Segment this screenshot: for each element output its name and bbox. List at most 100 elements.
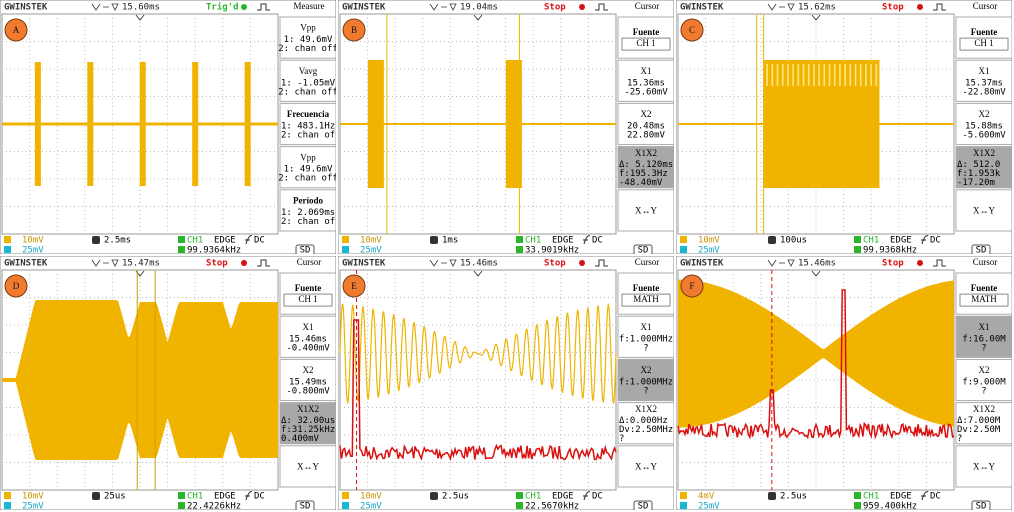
menu-item <box>617 189 674 232</box>
panel-label-bg <box>4 18 28 42</box>
trigger-marker <box>473 270 483 277</box>
menu-title: Cursor <box>635 257 660 267</box>
status-dot <box>241 260 247 266</box>
trigger-marker <box>473 14 483 21</box>
timebase: 2.5ms <box>104 236 131 246</box>
menu-item-title: X↔Y <box>635 205 657 215</box>
menu-item <box>955 102 1012 146</box>
trigger-type: EDGE <box>214 492 236 502</box>
menu-item-value: -25.60mV <box>624 87 668 97</box>
storage: SD <box>300 502 311 512</box>
menu-item-value: ? <box>619 434 624 444</box>
menu-item <box>279 358 336 402</box>
frequency: 33.9019kHz <box>525 246 579 256</box>
freq-badge <box>854 502 861 509</box>
status-dot <box>579 4 585 10</box>
frequency: 22.4226kHz <box>187 502 241 512</box>
menu-item <box>955 146 1012 189</box>
burst-stripe <box>849 64 852 86</box>
ch2-scale: 25mV <box>22 246 44 256</box>
menu-item-value: f:1.953k <box>957 169 1001 179</box>
waveform <box>339 319 617 462</box>
menu-item-value: -22.80mV <box>962 87 1006 97</box>
coupling: DC <box>592 236 603 246</box>
menu-item-title: Fuente <box>295 283 322 293</box>
menu-item-title: X↔Y <box>635 461 657 471</box>
storage: SD <box>638 502 649 512</box>
menu-item-value: 20.48ms <box>627 122 665 132</box>
coupling-icon <box>921 491 929 501</box>
menu-item-value: MATH <box>971 294 997 304</box>
coupling: DC <box>254 492 265 502</box>
menu-item-value: -0.400mV <box>286 343 330 353</box>
menu-item-title: X2 <box>979 109 990 119</box>
trigger-time: 15.46ms <box>460 259 498 269</box>
freq-badge <box>178 502 185 509</box>
menu-item <box>279 445 336 488</box>
menu-item-value: f:16.00M <box>962 334 1006 344</box>
menu-title: Measure <box>294 1 325 11</box>
panel-label-bg <box>680 274 704 298</box>
menu-title: Cursor <box>973 257 998 267</box>
burst-stripe <box>797 64 800 86</box>
storage-box <box>295 500 315 510</box>
trigger-time: 15.47ms <box>122 259 160 269</box>
menu-item <box>279 146 336 189</box>
menu-item-value: CH 1 <box>974 38 993 48</box>
menu-item <box>955 402 1012 445</box>
burst <box>367 60 384 188</box>
menu-item-value: 15.49ms <box>289 378 327 388</box>
panel-label-bg <box>4 274 28 298</box>
panel-label-bg <box>342 18 366 42</box>
menu-item-value: 0.400mV <box>281 434 320 444</box>
ch1-badge <box>342 236 349 243</box>
trigger-time: 15.62ms <box>798 3 836 13</box>
storage: SD <box>976 502 987 512</box>
trigger-source: CH1 <box>187 492 203 502</box>
ch2-badge <box>680 502 687 509</box>
ch2-scale: 25mV <box>360 246 382 256</box>
coupling-icon <box>921 235 929 245</box>
timebase: 2.5us <box>442 492 469 502</box>
menu-item-title: X2 <box>979 365 990 375</box>
burst-stripe <box>771 64 774 86</box>
burst-stripe <box>823 64 826 86</box>
storage-box <box>633 244 653 254</box>
trigger-badge <box>854 492 861 499</box>
burst <box>763 60 880 188</box>
ch1-badge <box>4 492 11 499</box>
scope-panel: GWINSTEK 15.60ms Trig'd Measure A Vpp 1: 49.6m… <box>0 0 336 256</box>
burst-stripe <box>766 64 768 86</box>
menu-item <box>955 358 1012 402</box>
menu-item <box>279 402 336 445</box>
menu-item <box>279 315 336 358</box>
burst-stripe <box>859 64 862 86</box>
coupling: DC <box>254 236 265 246</box>
frequency: 22.5670kHz <box>525 502 579 512</box>
trigger-marker <box>811 270 821 277</box>
panel-label: B <box>351 25 357 35</box>
frequency: 99.9364kHz <box>187 246 241 256</box>
menu-item-value: 1: 2.069ms <box>281 208 335 218</box>
menu-item-value: 15.46ms <box>289 334 327 344</box>
menu-item-value: f:195.3Hz <box>619 169 668 179</box>
menu-item <box>617 358 674 402</box>
panel-label: A <box>13 25 20 35</box>
status: Stop <box>882 259 904 269</box>
timebase-badge <box>430 492 438 500</box>
brand: GWINSTEK <box>680 259 724 269</box>
panel-label: E <box>351 281 357 291</box>
status-dot <box>579 260 585 266</box>
menu-item-title: X1X2 <box>297 404 319 414</box>
status-dot <box>917 4 923 10</box>
brand: GWINSTEK <box>4 3 48 13</box>
coupling: DC <box>930 492 941 502</box>
menu-item-value: 15.36ms <box>627 78 665 88</box>
menu-item-value: ? <box>957 434 962 444</box>
ch1-scale: 10mV <box>698 236 720 246</box>
burst-stripe <box>833 64 836 86</box>
trigger-icon <box>91 259 119 267</box>
menu-item-title: X2 <box>641 109 652 119</box>
